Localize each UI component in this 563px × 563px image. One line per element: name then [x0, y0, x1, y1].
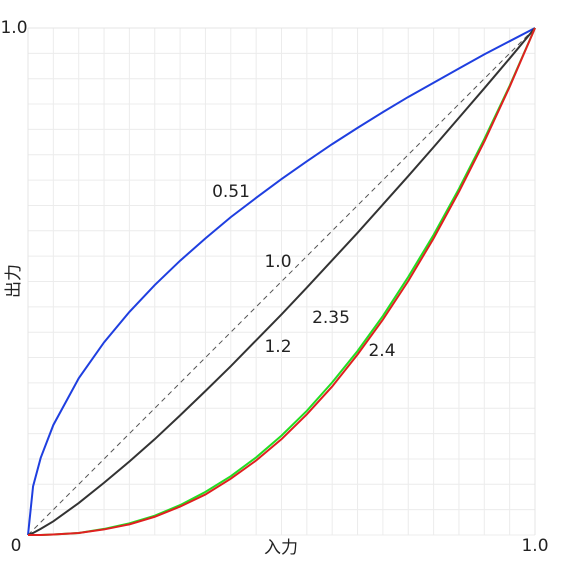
- x-tick-label: 0: [11, 536, 22, 556]
- curve-label: 2.35: [312, 308, 350, 328]
- y-axis-label: 出力: [4, 264, 24, 298]
- curve-label: 1.0: [264, 252, 291, 272]
- x-axis-label: 入力: [264, 538, 298, 558]
- y-tick-label: 1.0: [0, 18, 27, 38]
- curve: [27, 27, 536, 536]
- curve-label: 0.51: [212, 182, 250, 202]
- curve-label: 1.2: [264, 337, 291, 357]
- curve: [27, 27, 536, 536]
- curve-label: 2.4: [368, 341, 395, 361]
- x-tick-label: 1.0: [521, 536, 548, 556]
- curve: [27, 27, 536, 536]
- curve: [28, 27, 536, 536]
